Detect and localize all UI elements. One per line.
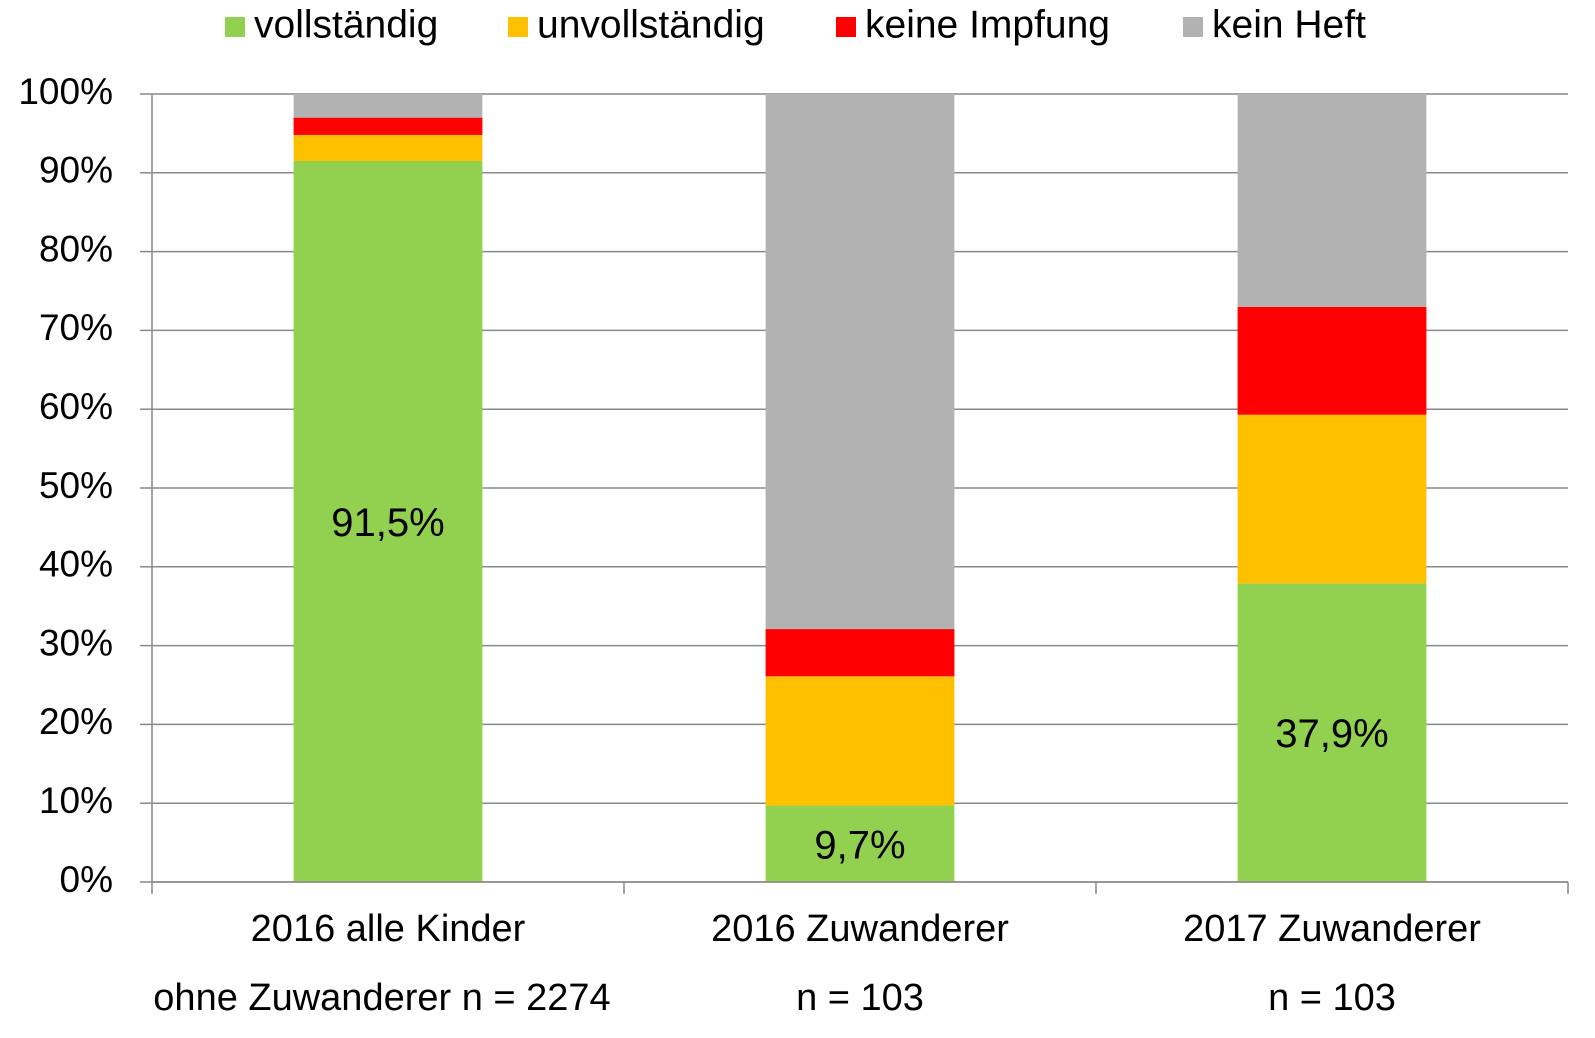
legend-label: unvollständig xyxy=(537,3,765,46)
x-tick-label: 2016 Zuwanderer xyxy=(711,908,1009,950)
y-tick-label: 60% xyxy=(39,386,113,427)
bar-segment xyxy=(293,94,483,118)
y-tick-label: 20% xyxy=(39,701,113,742)
bar-segment xyxy=(765,629,955,677)
x-tick-sublabel: n = 103 xyxy=(1268,977,1396,1019)
y-tick-label: 100% xyxy=(18,71,113,112)
y-tick-label: 30% xyxy=(39,622,113,663)
legend-swatch xyxy=(225,17,245,37)
bar-segment xyxy=(1237,414,1427,584)
legend-swatch xyxy=(508,17,528,37)
legend-swatch xyxy=(836,17,856,37)
bar-segment xyxy=(765,805,955,882)
y-tick-label: 90% xyxy=(39,150,113,191)
y-tick-label: 10% xyxy=(39,780,113,821)
bar-segment xyxy=(1237,306,1427,415)
y-tick-label: 50% xyxy=(39,465,113,506)
legend-label: vollständig xyxy=(254,3,438,46)
y-tick-label: 40% xyxy=(39,544,113,585)
data-label: 91,5% xyxy=(331,501,444,545)
data-label: 9,7% xyxy=(814,823,905,867)
x-tick-sublabel: n = 103 xyxy=(796,977,924,1019)
bar-segment xyxy=(1237,583,1427,882)
y-tick-label: 0% xyxy=(60,859,113,900)
legend-label: kein Heft xyxy=(1212,3,1366,46)
bar-segment xyxy=(765,94,955,630)
data-label: 37,9% xyxy=(1275,712,1388,756)
legend-label: keine Impfung xyxy=(865,3,1110,46)
bar-segment xyxy=(293,160,483,883)
legend-swatch xyxy=(1183,17,1203,37)
bar-segment xyxy=(293,134,483,161)
x-tick-label: 2016 alle Kinder xyxy=(251,908,526,950)
x-tick-label: 2017 Zuwanderer xyxy=(1183,908,1481,950)
x-tick-sublabel: ohne Zuwanderer n = 2274 xyxy=(153,977,610,1019)
bar-segment xyxy=(765,676,955,806)
y-tick-label: 80% xyxy=(39,228,113,269)
bar-segment xyxy=(1237,94,1427,307)
y-tick-label: 70% xyxy=(39,307,113,348)
bar-segment xyxy=(293,117,483,135)
